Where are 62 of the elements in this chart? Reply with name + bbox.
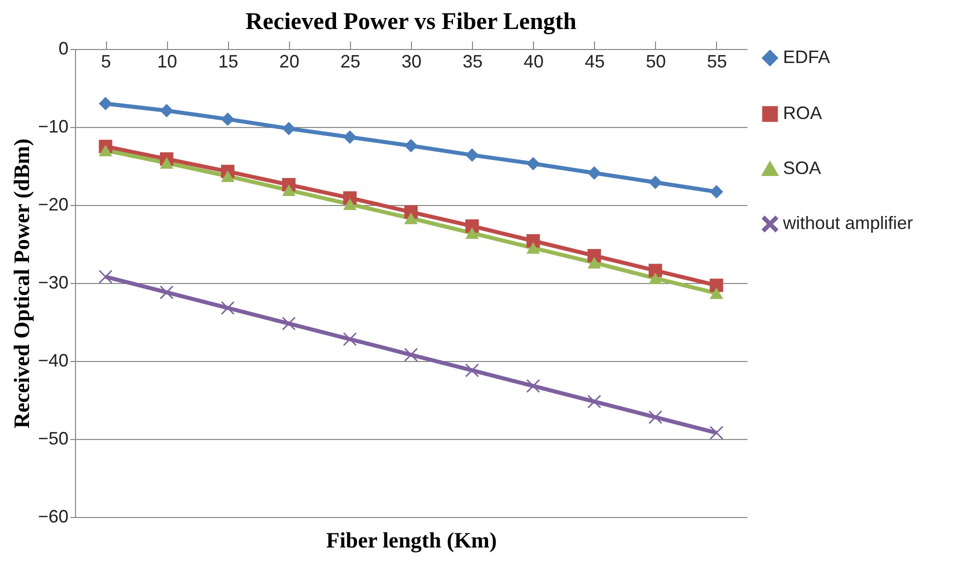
point	[465, 364, 479, 378]
point	[221, 170, 234, 182]
point	[465, 227, 479, 239]
point	[648, 272, 662, 284]
y-tick-label: −20	[38, 194, 68, 214]
point	[648, 410, 662, 424]
y-tick-label: −50	[38, 428, 68, 448]
point	[710, 426, 724, 440]
point	[465, 148, 479, 162]
point	[648, 264, 662, 278]
point	[588, 248, 601, 262]
point	[526, 234, 540, 248]
point	[98, 144, 112, 156]
point	[404, 139, 418, 152]
point	[588, 256, 601, 269]
x-tick-label: 10	[157, 52, 178, 72]
point	[588, 166, 601, 180]
point	[160, 157, 174, 169]
point	[526, 156, 540, 170]
point	[282, 184, 296, 196]
point	[282, 122, 296, 136]
point	[526, 379, 540, 393]
point	[343, 332, 357, 346]
legend-label: EDFA	[783, 47, 830, 67]
point	[710, 287, 724, 299]
point	[526, 242, 540, 254]
point	[343, 130, 357, 144]
legend-label: ROA	[783, 103, 822, 123]
point	[221, 112, 234, 126]
point	[404, 212, 418, 224]
point	[160, 286, 174, 300]
x-tick-label: 5	[101, 52, 112, 72]
legend-label: SOA	[783, 158, 822, 178]
point	[221, 301, 234, 315]
y-tick-label: −40	[38, 350, 68, 370]
point	[160, 104, 174, 118]
x-tick-label: 40	[524, 52, 544, 72]
x-tick-label: 35	[462, 52, 483, 72]
y-tick-label: −60	[38, 506, 68, 526]
y-tick-label: −10	[38, 116, 68, 136]
point	[648, 176, 662, 190]
x-tick-label: 30	[401, 52, 422, 72]
legend-label: without amplifier	[782, 213, 914, 233]
point	[404, 348, 418, 362]
chart-title: Recieved Power vs Fiber Length	[245, 9, 577, 35]
x-tick-label: 20	[279, 52, 300, 72]
point	[98, 96, 112, 110]
point	[282, 316, 296, 330]
x-tick-label: 55	[706, 52, 727, 72]
y-tick-label: −30	[38, 272, 68, 292]
y-axis-title: Received Optical Power (dBm)	[8, 138, 34, 428]
point	[343, 198, 357, 210]
x-tick-label: 50	[646, 52, 666, 72]
point	[710, 185, 724, 198]
x-tick-label: 15	[218, 52, 238, 72]
x-tick-label: 25	[340, 52, 360, 72]
point	[588, 394, 601, 408]
point	[710, 278, 724, 292]
y-tick-label: 0	[58, 38, 68, 58]
point	[98, 270, 112, 284]
x-axis-title: Fiber length (Km)	[326, 528, 497, 552]
x-tick-label: 45	[584, 52, 605, 72]
